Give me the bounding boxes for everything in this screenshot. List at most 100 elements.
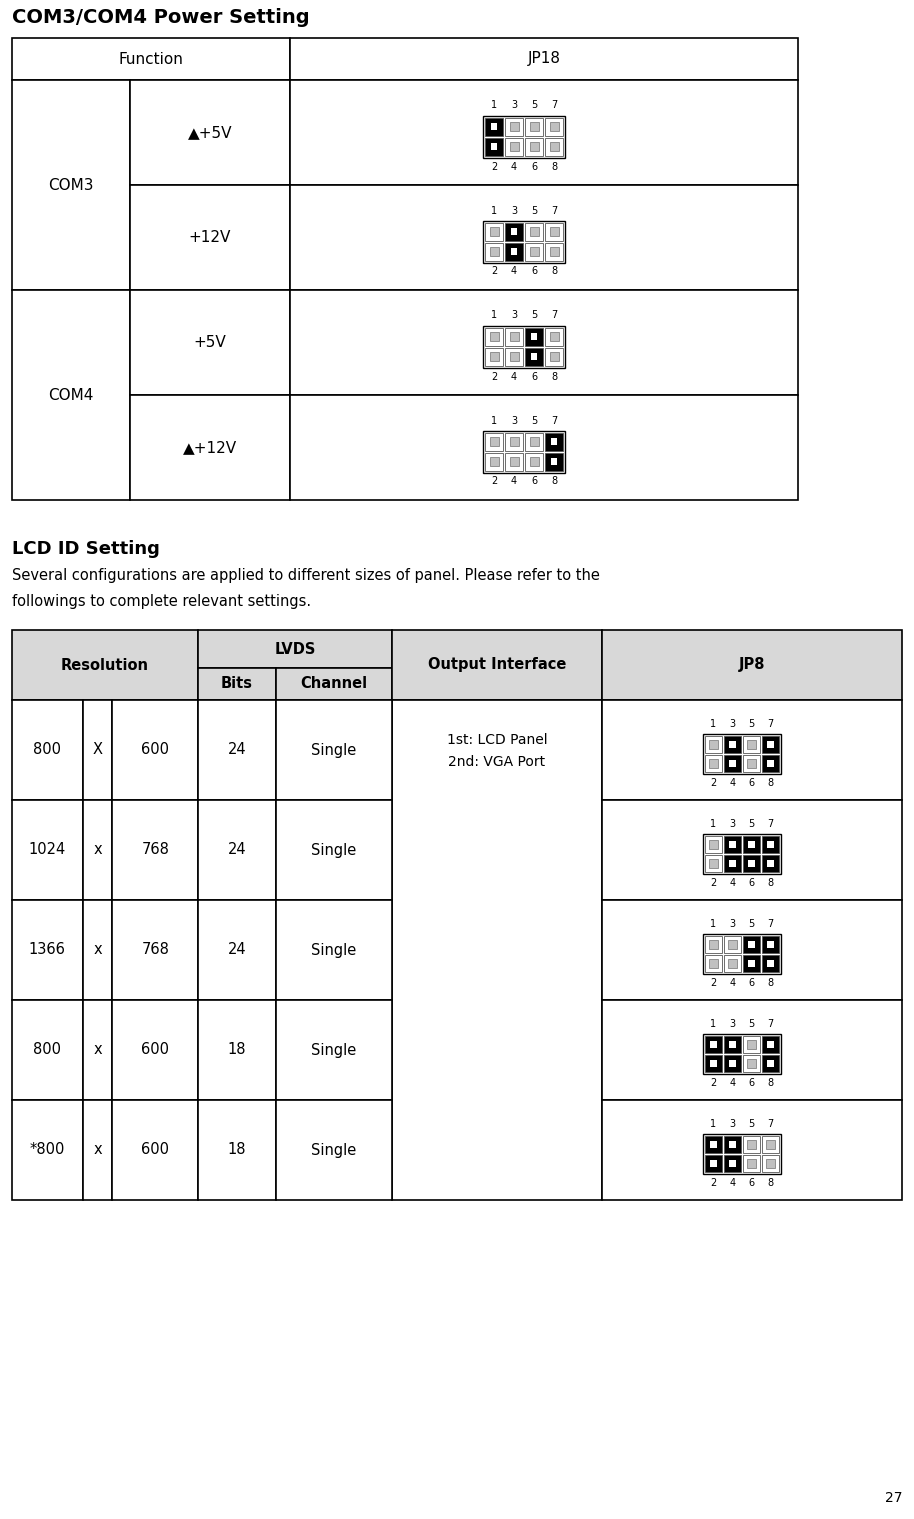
Text: JP8: JP8 xyxy=(739,658,765,673)
Text: 4: 4 xyxy=(511,266,517,276)
Text: 1: 1 xyxy=(710,919,717,930)
Bar xyxy=(705,1036,722,1053)
Bar xyxy=(724,755,741,772)
Bar xyxy=(602,899,902,1000)
Bar xyxy=(511,248,517,255)
Text: 3: 3 xyxy=(729,819,736,829)
Text: 27: 27 xyxy=(885,1492,902,1505)
Bar xyxy=(767,761,774,767)
Text: Output Interface: Output Interface xyxy=(428,658,566,673)
Text: Several configurations are applied to different sizes of panel. Please refer to : Several configurations are applied to di… xyxy=(12,568,600,583)
Bar xyxy=(729,1141,736,1148)
Bar xyxy=(531,333,537,340)
Bar xyxy=(729,1161,736,1167)
Bar xyxy=(198,899,276,1000)
Bar xyxy=(112,1000,198,1100)
Bar xyxy=(728,960,737,968)
Bar xyxy=(545,138,563,155)
Bar xyxy=(709,740,717,749)
Bar xyxy=(767,1060,774,1066)
Bar xyxy=(525,348,543,366)
Text: Single: Single xyxy=(312,843,356,858)
Text: JP18: JP18 xyxy=(527,52,560,67)
Bar xyxy=(276,700,392,801)
Text: 6: 6 xyxy=(749,978,755,987)
Text: 6: 6 xyxy=(531,477,537,486)
Bar xyxy=(525,433,543,451)
Bar xyxy=(490,457,498,466)
Bar xyxy=(483,430,565,472)
Bar xyxy=(743,1036,760,1053)
Bar xyxy=(749,842,755,848)
Text: 1: 1 xyxy=(491,310,497,321)
Bar xyxy=(525,328,543,345)
Text: 1024: 1024 xyxy=(28,843,66,858)
Text: *800: *800 xyxy=(29,1142,65,1157)
Bar xyxy=(743,755,760,772)
Text: 7: 7 xyxy=(551,310,558,321)
Text: 2: 2 xyxy=(710,1078,717,1088)
Text: 5: 5 xyxy=(749,718,755,729)
Bar xyxy=(198,1000,276,1100)
Bar xyxy=(724,1036,741,1053)
Bar xyxy=(710,1060,717,1066)
Bar xyxy=(705,936,722,952)
Bar xyxy=(743,737,760,753)
Text: 8: 8 xyxy=(551,372,557,381)
Bar xyxy=(485,433,503,451)
Bar xyxy=(729,860,736,867)
Bar xyxy=(12,1100,82,1200)
Bar xyxy=(545,433,563,451)
Bar xyxy=(705,755,722,772)
Bar xyxy=(490,248,498,257)
Text: 800: 800 xyxy=(33,743,61,758)
Bar xyxy=(529,122,538,131)
Text: 2: 2 xyxy=(710,778,717,788)
Bar xyxy=(276,668,392,700)
Bar xyxy=(545,117,563,135)
Text: 24: 24 xyxy=(228,942,246,957)
Bar xyxy=(505,453,523,471)
Bar xyxy=(724,1154,741,1173)
Bar xyxy=(130,185,290,290)
Bar xyxy=(748,740,756,749)
Text: 8: 8 xyxy=(768,1179,773,1188)
Text: 8: 8 xyxy=(551,161,557,172)
Bar xyxy=(545,222,563,240)
Text: 4: 4 xyxy=(511,372,517,381)
Text: 3: 3 xyxy=(511,310,517,321)
Bar xyxy=(743,855,760,872)
Bar xyxy=(549,122,558,131)
Bar xyxy=(724,936,741,952)
Text: 8: 8 xyxy=(551,477,557,486)
Text: ▲+5V: ▲+5V xyxy=(187,125,232,140)
Text: 5: 5 xyxy=(749,919,755,930)
Bar xyxy=(762,1036,779,1053)
Bar xyxy=(705,835,722,854)
Text: 5: 5 xyxy=(749,819,755,829)
Bar xyxy=(12,1000,82,1100)
Text: 2: 2 xyxy=(491,161,497,172)
Text: 2: 2 xyxy=(491,266,497,276)
Bar xyxy=(490,437,498,447)
Bar xyxy=(767,960,774,966)
Bar xyxy=(290,38,798,81)
Text: 800: 800 xyxy=(33,1042,61,1057)
Text: 6: 6 xyxy=(749,778,755,788)
Bar xyxy=(709,860,717,867)
Bar xyxy=(705,1056,722,1072)
Text: 1st: LCD Panel: 1st: LCD Panel xyxy=(447,734,547,747)
Bar xyxy=(392,630,602,700)
Bar xyxy=(276,899,392,1000)
Text: +5V: +5V xyxy=(194,336,227,349)
Bar xyxy=(112,801,198,899)
Bar xyxy=(529,141,538,150)
Text: 4: 4 xyxy=(511,477,517,486)
Bar xyxy=(743,835,760,854)
Text: 2: 2 xyxy=(710,1179,717,1188)
Text: 18: 18 xyxy=(228,1042,246,1057)
Bar xyxy=(550,437,558,445)
Text: ▲+12V: ▲+12V xyxy=(183,441,237,456)
Text: Single: Single xyxy=(312,942,356,957)
Text: x: x xyxy=(93,843,101,858)
